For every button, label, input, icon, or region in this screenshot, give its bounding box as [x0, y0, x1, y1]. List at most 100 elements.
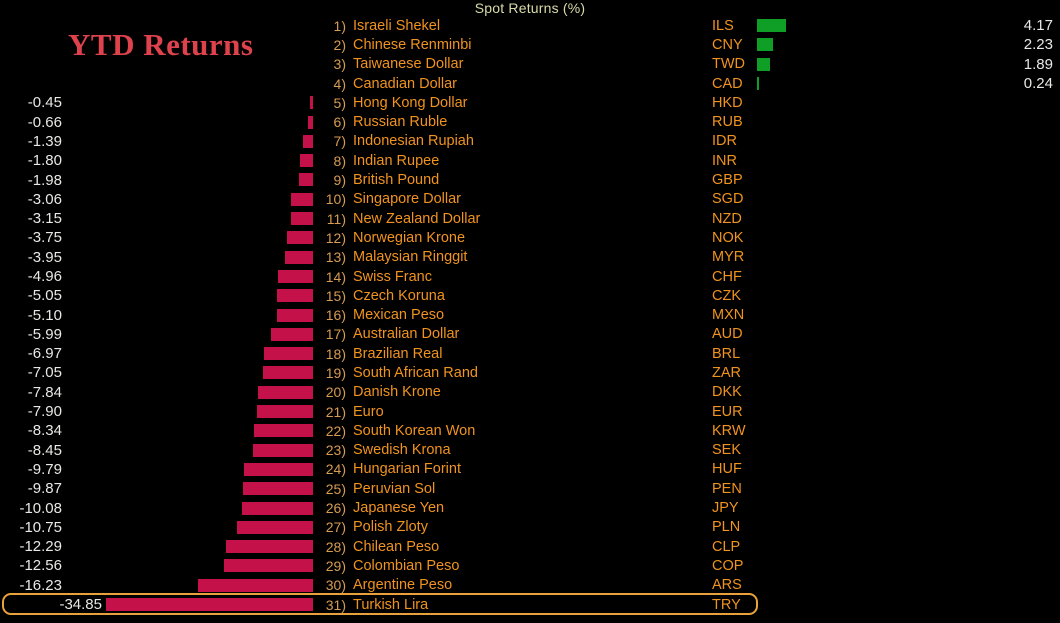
currency-row-try[interactable]: -34.85 31) Turkish Lira TRY — [0, 593, 1060, 616]
row-rank: 18) — [325, 345, 346, 362]
currency-row-czk[interactable]: -5.05 15) Czech Koruna CZK — [0, 286, 1060, 305]
currency-row-twd[interactable]: 3) Taiwanese Dollar TWD 1.89 — [0, 55, 1060, 74]
row-rank: 10) — [325, 191, 346, 208]
row-rank: 24) — [325, 461, 346, 478]
ytd-value-right: 1.89 — [1023, 55, 1053, 73]
row-rank: 2) — [333, 36, 346, 53]
negative-bar-area — [62, 35, 313, 54]
negative-return-bar — [277, 308, 313, 322]
negative-bar-area — [62, 190, 313, 209]
negative-return-bar — [243, 482, 313, 496]
positive-bar-area — [757, 286, 1003, 305]
negative-return-bar — [243, 462, 313, 476]
currency-row-myr[interactable]: -3.95 13) Malaysian Ringgit MYR — [0, 248, 1060, 267]
currency-row-pen[interactable]: -9.87 25) Peruvian Sol PEN — [0, 479, 1060, 498]
ytd-value-left: -16.23 — [19, 576, 62, 594]
currency-row-eur[interactable]: -7.90 21) Euro EUR — [0, 402, 1060, 421]
positive-bar-area — [757, 441, 1003, 460]
currency-code: COP — [712, 557, 744, 574]
positive-bar-area — [757, 248, 1003, 267]
currency-name: Indian Rupee — [353, 152, 440, 169]
currency-code: SGD — [712, 191, 744, 208]
currency-row-gbp[interactable]: -1.98 9) British Pound GBP — [0, 170, 1060, 189]
positive-bar-area — [757, 112, 1003, 131]
currency-code: CNY — [712, 36, 743, 53]
currency-row-idr[interactable]: -1.39 7) Indonesian Rupiah IDR — [0, 132, 1060, 151]
negative-bar-area — [62, 479, 313, 498]
currency-row-cop[interactable]: -12.56 29) Colombian Peso COP — [0, 556, 1060, 575]
ytd-value-left: -1.39 — [27, 132, 62, 150]
currency-code: TRY — [712, 596, 741, 613]
negative-bar-area — [62, 421, 313, 440]
currency-row-cny[interactable]: 2) Chinese Renminbi CNY 2.23 — [0, 35, 1060, 54]
currency-row-pln[interactable]: -10.75 27) Polish Zloty PLN — [0, 518, 1060, 537]
positive-bar-area — [757, 518, 1003, 537]
ytd-value-right: 0.24 — [1023, 75, 1053, 93]
ytd-value-left: -8.34 — [27, 422, 62, 440]
currency-row-huf[interactable]: -9.79 24) Hungarian Forint HUF — [0, 460, 1060, 479]
currency-row-cad[interactable]: 4) Canadian Dollar CAD 0.24 — [0, 74, 1060, 93]
currency-name: South Korean Won — [353, 422, 476, 439]
negative-bar-area — [62, 402, 313, 421]
row-rank: 11) — [326, 210, 346, 227]
positive-bar-area — [757, 460, 1003, 479]
currency-row-dkk[interactable]: -7.84 20) Danish Krone DKK — [0, 383, 1060, 402]
row-rank: 19) — [325, 364, 346, 381]
ytd-value-left: -10.08 — [19, 499, 62, 517]
currency-row-sek[interactable]: -8.45 23) Swedish Krona SEK — [0, 441, 1060, 460]
ytd-value-left: -9.79 — [27, 460, 62, 478]
currency-row-hkd[interactable]: -0.45 5) Hong Kong Dollar HKD — [0, 93, 1060, 112]
row-rank: 3) — [333, 56, 346, 73]
currency-row-nzd[interactable]: -3.15 11) New Zealand Dollar NZD — [0, 209, 1060, 228]
negative-return-bar — [263, 366, 313, 380]
positive-bar-area — [757, 363, 1003, 382]
currency-name: Danish Krone — [353, 384, 441, 401]
currency-row-aud[interactable]: -5.99 17) Australian Dollar AUD — [0, 325, 1060, 344]
ytd-value-left: -5.10 — [27, 306, 62, 324]
negative-bar-area — [62, 537, 313, 556]
currency-name: Norwegian Krone — [353, 229, 466, 246]
ytd-value-left: -8.45 — [27, 441, 62, 459]
currency-row-sgd[interactable]: -3.06 10) Singapore Dollar SGD — [0, 190, 1060, 209]
currency-row-clp[interactable]: -12.29 28) Chilean Peso CLP — [0, 537, 1060, 556]
currency-row-krw[interactable]: -8.34 22) South Korean Won KRW — [0, 421, 1060, 440]
currency-row-zar[interactable]: -7.05 19) South African Rand ZAR — [0, 363, 1060, 382]
positive-bar-area — [757, 209, 1003, 228]
currency-row-ars[interactable]: -16.23 30) Argentine Peso ARS — [0, 576, 1060, 595]
negative-return-bar — [257, 385, 313, 399]
currency-row-ils[interactable]: 1) Israeli Shekel ILS 4.17 — [0, 16, 1060, 35]
positive-bar-area — [757, 402, 1003, 421]
negative-bar-area — [62, 576, 313, 595]
currency-code: HKD — [712, 94, 743, 111]
ytd-value-left: -7.84 — [27, 383, 62, 401]
ytd-value-right: 4.17 — [1023, 17, 1053, 35]
negative-return-bar — [277, 289, 313, 303]
positive-bar-area — [757, 498, 1003, 517]
currency-code: ARS — [712, 577, 742, 594]
currency-code: SEK — [712, 442, 742, 459]
row-rank: 7) — [333, 133, 346, 150]
row-rank: 6) — [333, 114, 346, 131]
currency-row-jpy[interactable]: -10.08 26) Japanese Yen JPY — [0, 498, 1060, 517]
currency-row-brl[interactable]: -6.97 18) Brazilian Real BRL — [0, 344, 1060, 363]
row-rank: 31) — [325, 596, 346, 613]
currency-name: Argentine Peso — [353, 577, 453, 594]
positive-bar-area — [757, 74, 1003, 93]
negative-return-bar — [300, 154, 313, 168]
currency-row-mxn[interactable]: -5.10 16) Mexican Peso MXN — [0, 305, 1060, 324]
currency-row-chf[interactable]: -4.96 14) Swiss Franc CHF — [0, 267, 1060, 286]
negative-bar-area — [62, 305, 313, 324]
currency-name: Israeli Shekel — [353, 17, 441, 34]
row-rank: 8) — [333, 152, 346, 169]
currency-code: RUB — [712, 114, 743, 131]
currency-code: ZAR — [712, 364, 741, 381]
negative-bar-area — [62, 325, 313, 344]
positive-bar-area — [757, 421, 1003, 440]
ytd-value-left: -7.90 — [27, 403, 62, 421]
negative-return-bar — [270, 327, 313, 341]
currency-row-inr[interactable]: -1.80 8) Indian Rupee INR — [0, 151, 1060, 170]
currency-code: DKK — [712, 384, 742, 401]
currency-row-rub[interactable]: -0.66 6) Russian Ruble RUB — [0, 112, 1060, 131]
currency-row-nok[interactable]: -3.75 12) Norwegian Krone NOK — [0, 228, 1060, 247]
